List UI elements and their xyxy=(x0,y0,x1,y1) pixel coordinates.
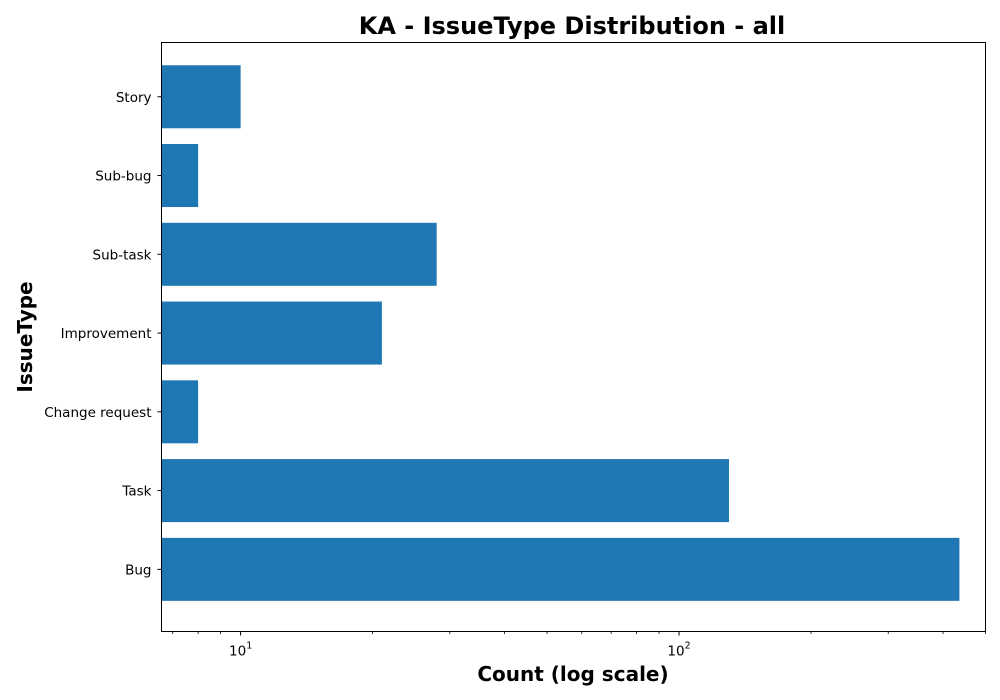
bar-task xyxy=(161,459,730,523)
y-tick-label: Task xyxy=(121,484,151,500)
x-tick-label: 101 xyxy=(229,641,252,660)
bar-bug xyxy=(161,537,960,601)
y-axis-label: IssueType xyxy=(13,281,37,392)
y-tick-label: Change request xyxy=(44,405,151,421)
bar-sub-bug xyxy=(161,144,199,208)
bar-story xyxy=(161,65,241,129)
y-axis-ticks: Bug Task Change request Improvement Sub-task… xyxy=(44,90,162,578)
y-tick-label: Improvement xyxy=(61,326,152,342)
y-tick-label: Sub-task xyxy=(93,247,152,263)
x-axis-label: Count (log scale) xyxy=(477,662,668,686)
bars-group xyxy=(161,65,960,601)
x-axis-ticks: 101 102 xyxy=(172,631,986,660)
y-tick-label: Bug xyxy=(125,562,151,578)
y-tick-label: Story xyxy=(116,90,152,106)
plot-frame xyxy=(161,42,986,632)
chart-title: KA - IssueType Distribution - all xyxy=(359,12,786,40)
bar-change-request xyxy=(161,380,199,444)
bar-sub-task xyxy=(161,222,437,286)
bar-improvement xyxy=(161,301,382,365)
y-tick-label: Sub-bug xyxy=(95,169,151,185)
x-tick-label: 102 xyxy=(667,641,690,660)
